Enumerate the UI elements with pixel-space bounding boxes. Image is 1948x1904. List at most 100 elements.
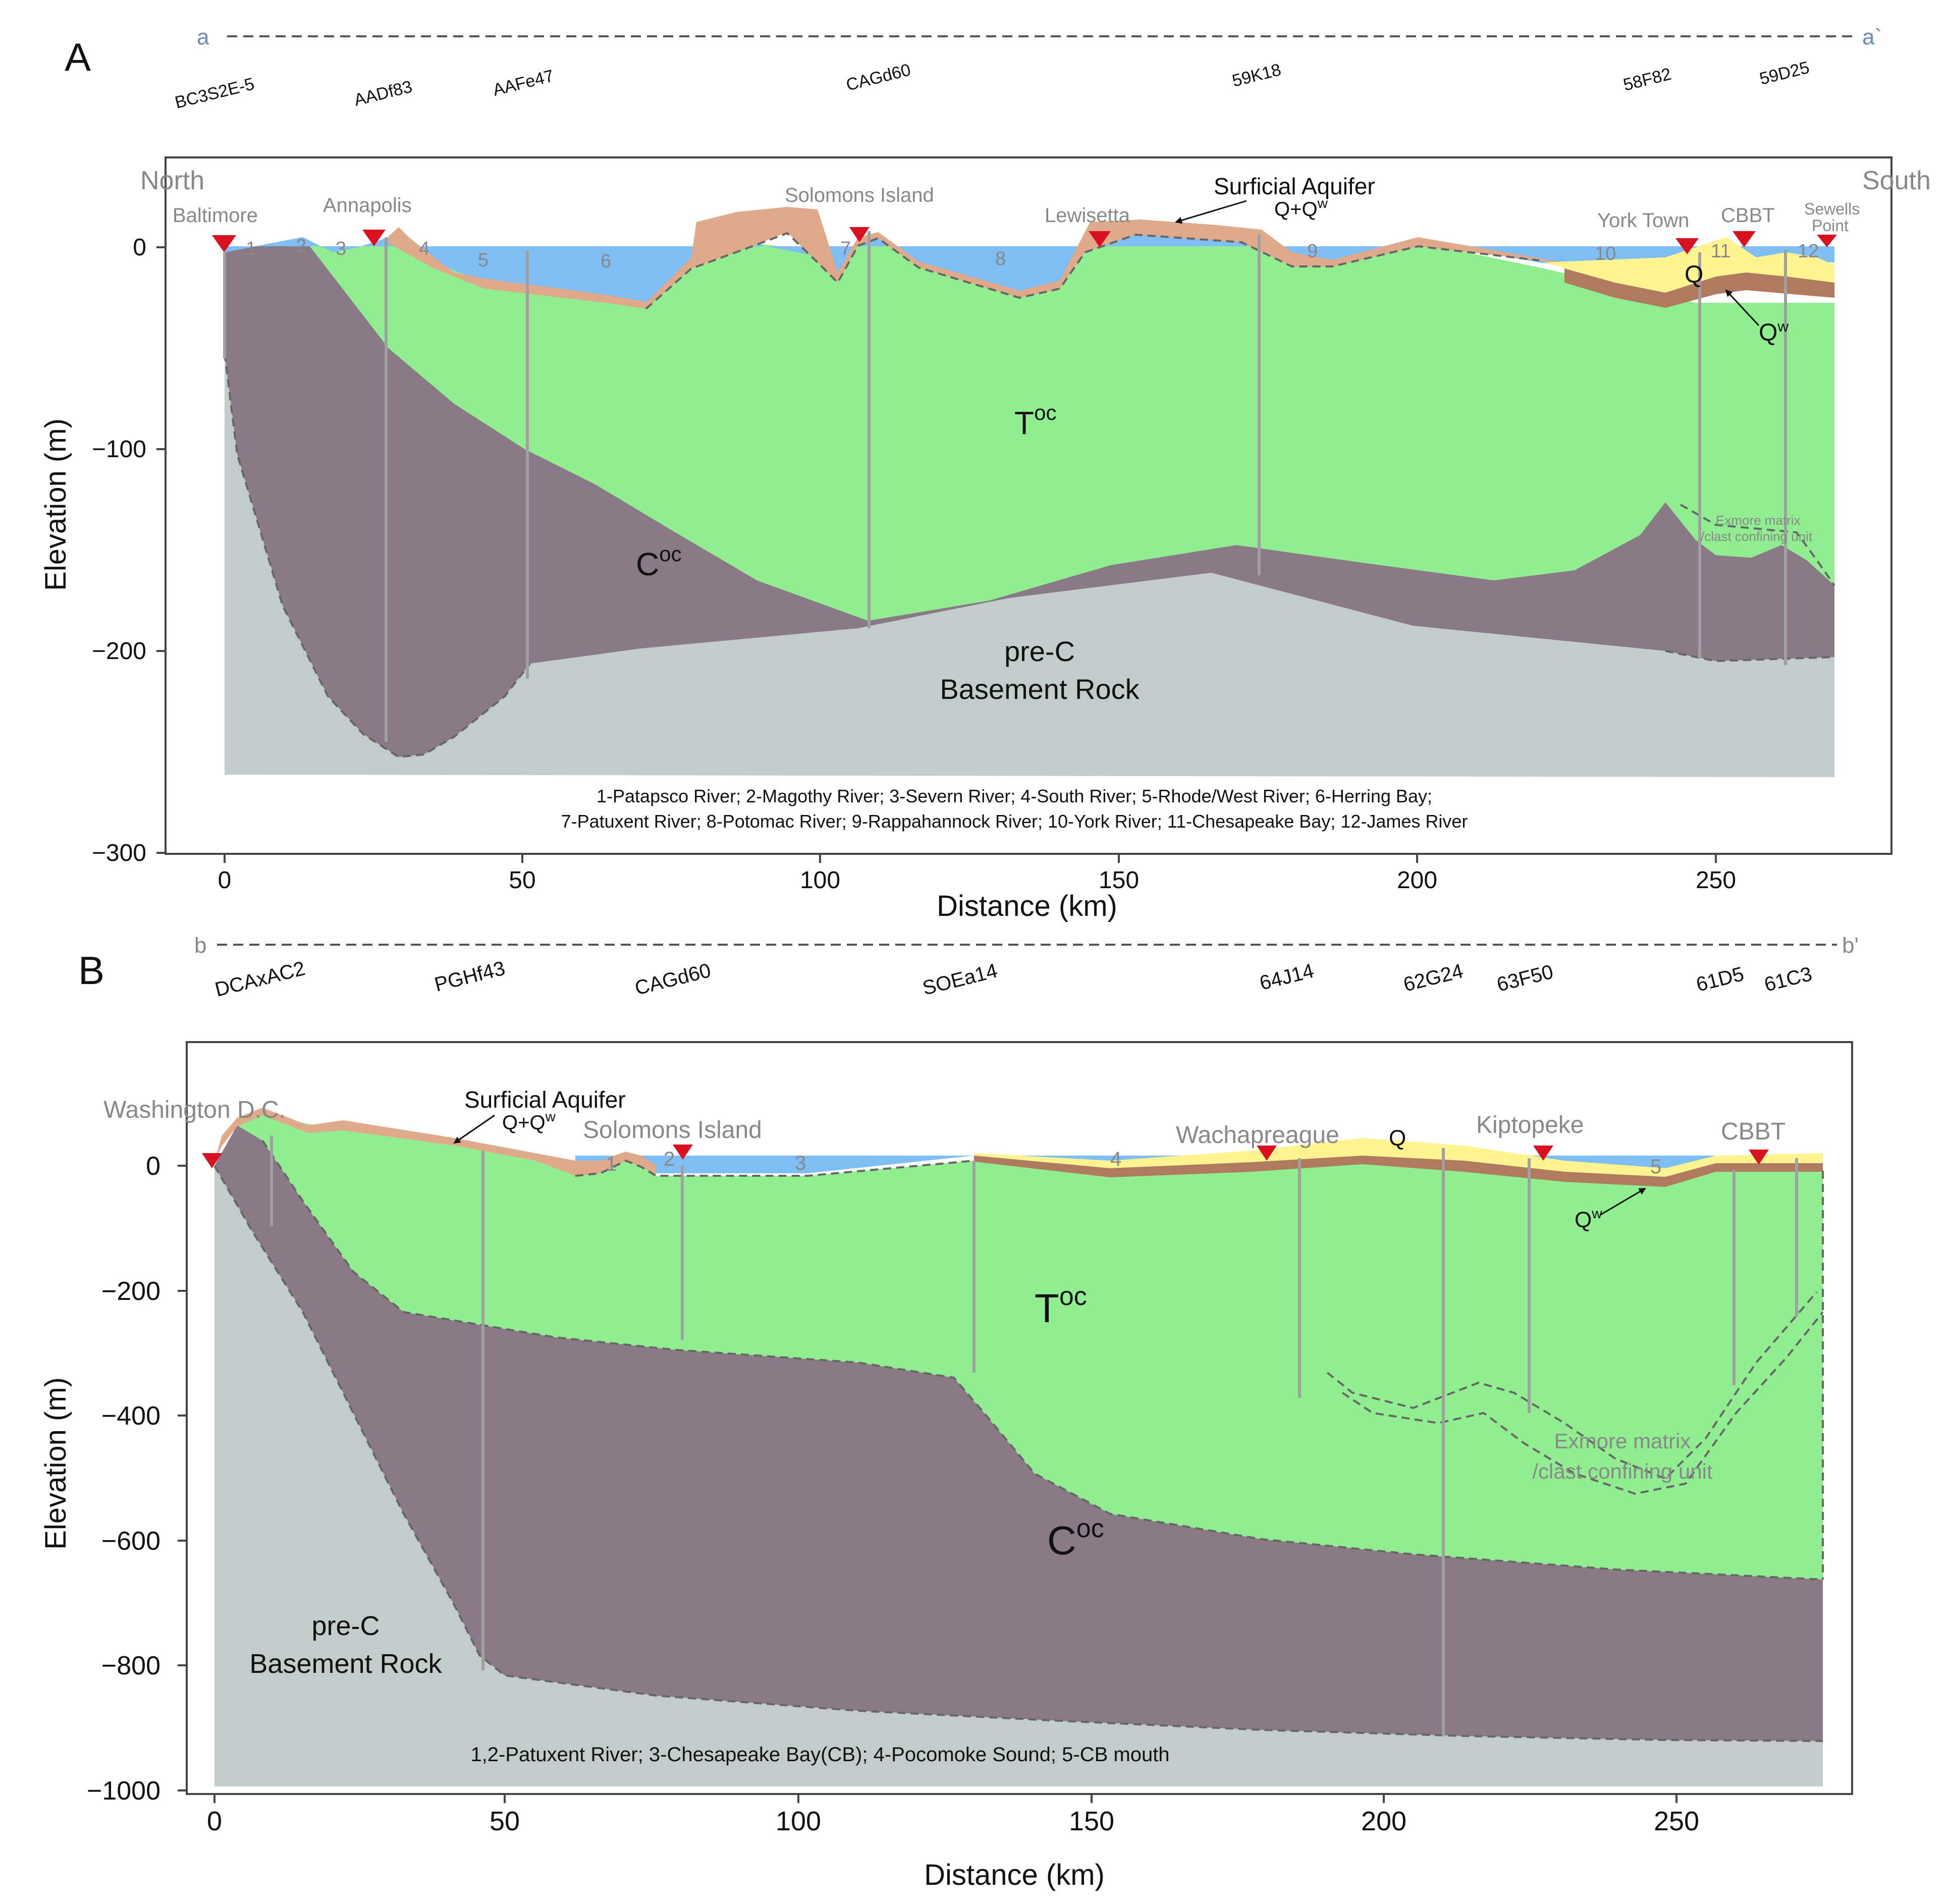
river-numbers-b: 1 2 3 4 5	[606, 1148, 1661, 1178]
well-label: 62G24	[1401, 960, 1466, 996]
y-tick-label: −600	[101, 1527, 160, 1556]
river-number: 1	[246, 238, 256, 259]
place-kiptopeke: Kiptopeke	[1476, 1112, 1584, 1138]
qw-arrow	[1599, 1187, 1646, 1216]
well-label: PGHf43	[432, 957, 508, 996]
river-number: 6	[601, 251, 611, 272]
well-label: AADf83	[352, 77, 414, 110]
exmore-label-1: Exmore matrix	[1716, 513, 1801, 528]
q-label: Q	[1685, 261, 1703, 288]
y-tick-label: −200	[92, 638, 146, 665]
surficial-arrow	[1175, 200, 1247, 224]
section-start-label: b	[194, 933, 206, 958]
y-tick-labels-b: 0 −200 −400 −600 −800 −1000	[87, 1152, 160, 1806]
location-marker	[1675, 238, 1699, 254]
qw-label: Qw	[1575, 1206, 1602, 1232]
place-annapolis: Annapolis	[323, 194, 412, 216]
wells-b	[270, 1135, 1798, 1736]
panel-a: A a a` BC3S2E-5 AADf83 AAFe47 CAGd60 59K…	[39, 25, 1931, 922]
panel-b: B b b' DCAxAC2 PGHf43 CAGd60 SOEa14 64J1…	[39, 933, 1859, 1891]
basement-rock-layer	[225, 353, 1834, 777]
x-tick-label: 0	[218, 867, 232, 894]
location-marker	[1533, 1146, 1553, 1161]
surficial-aquifer-small	[389, 227, 646, 309]
plot-frame-a	[165, 156, 1892, 855]
place-baltimore: Baltimore	[173, 204, 258, 227]
section-end-label: a`	[1862, 25, 1882, 49]
toc-layer	[303, 230, 1834, 621]
well-label: BC3S2E-5	[173, 74, 256, 113]
coc-label: Coc	[636, 542, 682, 582]
place-wachapreague: Wachapreague	[1176, 1122, 1339, 1149]
well-labels-b: DCAxAC2 PGHf43 CAGd60 SOEa14 64J14 62G24…	[213, 957, 1814, 1001]
x-tick-label: 50	[509, 867, 535, 894]
section-end-label: b'	[1842, 933, 1859, 958]
well-label: 59K18	[1230, 60, 1283, 91]
x-tick-labels-b: 0 50 100 150 200 250	[207, 1806, 1699, 1836]
river-number: 3	[336, 238, 346, 259]
x-tick-label: 150	[1099, 867, 1139, 894]
exmore-label-2: /clast confining unit	[1701, 529, 1813, 544]
place-lewisetta: Lewisetta	[1045, 204, 1130, 227]
location-marker	[1257, 1146, 1277, 1161]
y-tick-label: 0	[133, 234, 146, 261]
location-marker	[1817, 235, 1837, 247]
y-tick-label: −800	[101, 1651, 160, 1680]
coc-label: Coc	[1047, 1514, 1104, 1563]
qqw-label: Q+Qw	[1274, 195, 1328, 221]
x-tick-label: 0	[207, 1806, 222, 1836]
plot-frame-b	[186, 1041, 1853, 1795]
well-label: 61C3	[1762, 963, 1814, 996]
section-start-label: a	[197, 25, 209, 49]
well-label: 61D5	[1694, 963, 1746, 996]
qw-arrow	[1725, 289, 1760, 327]
location-marker	[212, 235, 236, 252]
river-number: 8	[995, 248, 1006, 269]
x-tick-label: 200	[1397, 867, 1437, 894]
location-marker	[1089, 231, 1111, 247]
river-number: 9	[1307, 241, 1318, 262]
place-sewells: Sewells	[1804, 200, 1860, 218]
north-label: North	[140, 166, 204, 195]
q-layer	[974, 1138, 1823, 1177]
well-label: 63F50	[1495, 961, 1556, 996]
y-tick-label: −400	[101, 1401, 160, 1431]
q-layer	[1544, 237, 1834, 293]
panel-b-letter: B	[78, 948, 104, 993]
place-solomons: Solomons Island	[583, 1117, 762, 1144]
south-label: South	[1862, 166, 1931, 195]
qw-layer	[974, 1156, 1823, 1187]
x-tick-label: 100	[776, 1806, 821, 1836]
basement-label-1: pre-C	[1004, 635, 1075, 667]
basement-label-2: Basement Rock	[249, 1649, 442, 1679]
river-number: 12	[1798, 241, 1819, 262]
water-layer	[225, 230, 1834, 303]
surficial-aquifer-label: Surficial Aquifer	[1214, 173, 1375, 199]
x-axis-ticks-a	[224, 854, 1717, 863]
boundary-lines-a	[224, 232, 1835, 758]
y-axis-ticks-a	[156, 246, 166, 854]
river-number: 7	[840, 238, 851, 259]
y-axis-ticks-b	[178, 1165, 187, 1791]
place-cbbt: CBBT	[1721, 1118, 1785, 1145]
basement-label-1: pre-C	[311, 1611, 380, 1641]
river-number: 5	[1650, 1156, 1661, 1178]
river-number: 2	[664, 1148, 675, 1170]
y-tick-label: −200	[101, 1277, 160, 1306]
surficial-aquifer-label: Surficial Aquifer	[464, 1086, 626, 1113]
panel-a-letter: A	[65, 35, 91, 79]
river-numbers-a: 1 2 3 4 5 6 7 8 9 10 11 12	[246, 236, 1819, 272]
legend-b-line-1: 1,2-Patuxent River; 3-Chesapeake Bay(CB)…	[470, 1744, 1169, 1766]
river-number: 11	[1711, 241, 1730, 262]
place-point: Point	[1812, 216, 1849, 235]
location-marker	[849, 227, 870, 242]
place-washington: Washington D.C.	[103, 1097, 286, 1123]
y-tick-label: 0	[146, 1152, 160, 1181]
x-axis-label-b: Distance (km)	[924, 1859, 1105, 1891]
river-number: 1	[606, 1153, 617, 1175]
location-marker	[673, 1145, 693, 1160]
well-labels-a: BC3S2E-5 AADf83 AAFe47 CAGd60 59K18 58F8…	[173, 58, 1811, 113]
surficial-arrow	[453, 1114, 495, 1144]
location-marker	[362, 230, 386, 246]
